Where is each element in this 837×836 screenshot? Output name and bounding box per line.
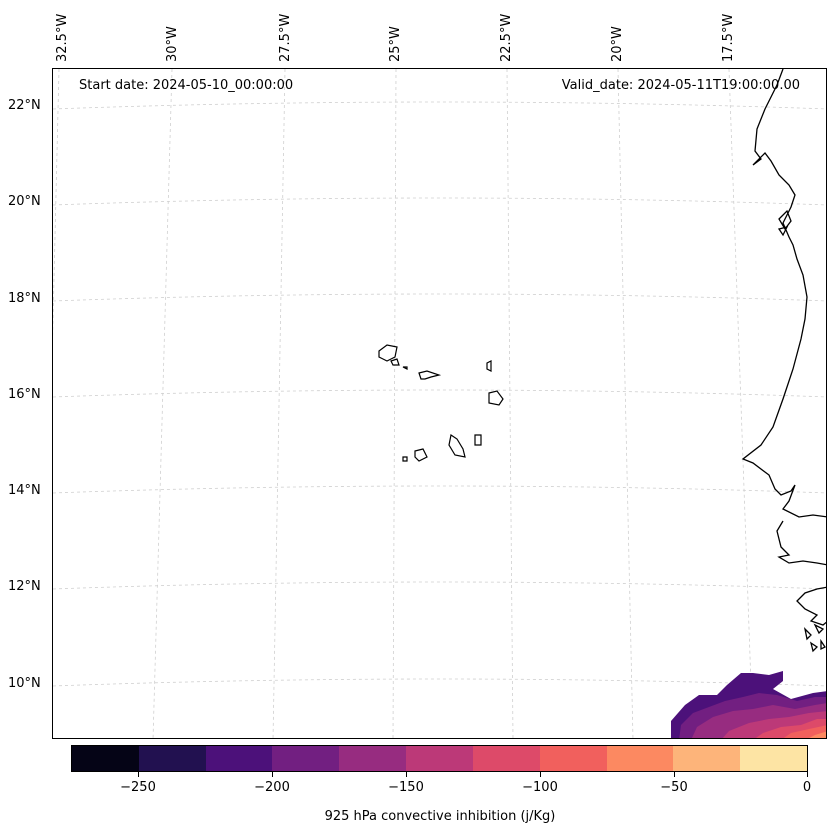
island-sal <box>486 360 492 372</box>
island-sao-vicente <box>390 358 400 366</box>
colorbar-segment <box>740 746 807 771</box>
valid-date-label: Valid_date: 2024-05-11T19:00:00.00 <box>561 78 800 93</box>
colorbar-tick-label: −250 <box>120 780 156 795</box>
lon-label-17-5w: 17.5°W <box>721 13 736 62</box>
colorbar-segment <box>673 746 741 771</box>
colorbar-tick-label: 0 <box>802 780 812 795</box>
colorbar-segment <box>72 746 139 771</box>
island-brava <box>402 456 408 462</box>
cin-contour-level-6 <box>783 725 826 738</box>
island-fogo <box>414 448 428 462</box>
colorbar-segment <box>272 746 340 771</box>
colorbar-tick <box>807 772 808 777</box>
colorbar-tick <box>540 772 541 777</box>
cape-verde-islands <box>378 344 504 462</box>
island-sao-nicolau <box>418 370 442 380</box>
lon-label-32-5w: 32.5°W <box>55 13 70 62</box>
latitude-gridlines <box>53 101 826 687</box>
bijagos-islands <box>803 623 826 653</box>
senegal-gambia-coast <box>776 520 826 566</box>
west-africa-coastline <box>741 69 826 518</box>
lon-label-25w: 25°W <box>388 26 403 62</box>
island-boa-vista <box>488 390 504 406</box>
cin-contours <box>671 671 826 738</box>
start-date-label: Start date: 2024-05-10_00:00:00 <box>79 78 294 93</box>
lat-label-14n: 14°N <box>8 483 41 498</box>
colorbar-tick <box>406 772 407 777</box>
longitude-gridlines <box>53 69 754 738</box>
lat-label-10n: 10°N <box>8 676 41 691</box>
coastal-islands-north <box>777 209 792 237</box>
lat-label-16n: 16°N <box>8 387 41 402</box>
colorbar-title: 925 hPa convective inhibition (j/Kg) <box>324 809 556 824</box>
colorbar-segment <box>205 746 273 771</box>
colorbar-tick <box>674 772 675 777</box>
lon-label-22-5w: 22.5°W <box>499 13 514 62</box>
lon-label-30w: 30°W <box>165 26 180 62</box>
colorbar <box>71 745 808 772</box>
island-santiago <box>448 434 466 458</box>
colorbar-segment <box>138 746 206 771</box>
colorbar-segment <box>606 746 674 771</box>
lat-label-18n: 18°N <box>8 291 41 306</box>
colorbar-segment <box>539 746 607 771</box>
island-santa-luzia <box>402 366 408 370</box>
colorbar-tick-label: −200 <box>254 780 290 795</box>
map-panel[interactable]: Start date: 2024-05-10_00:00:00 Valid_da… <box>52 68 827 739</box>
lat-label-22n: 22°N <box>8 98 41 113</box>
guinea-bissau-coast <box>796 586 826 626</box>
colorbar-tick <box>138 772 139 777</box>
colorbar-segment <box>406 746 473 771</box>
colorbar-tick-label: −100 <box>522 780 558 795</box>
colorbar-segment <box>472 746 540 771</box>
island-maio <box>474 434 482 446</box>
map-canvas <box>53 69 826 738</box>
lat-label-20n: 20°N <box>8 194 41 209</box>
island-santo-antao <box>378 344 398 362</box>
lon-label-27-5w: 27.5°W <box>278 13 293 62</box>
colorbar-tick <box>272 772 273 777</box>
coastlines <box>741 69 826 653</box>
cin-contour-level-7 <box>809 731 826 738</box>
colorbar-segment <box>339 746 407 771</box>
colorbar-tick-label: −150 <box>388 780 424 795</box>
colorbar-tick-label: −50 <box>660 780 688 795</box>
lat-label-12n: 12°N <box>8 579 41 594</box>
lon-label-20w: 20°W <box>610 26 625 62</box>
